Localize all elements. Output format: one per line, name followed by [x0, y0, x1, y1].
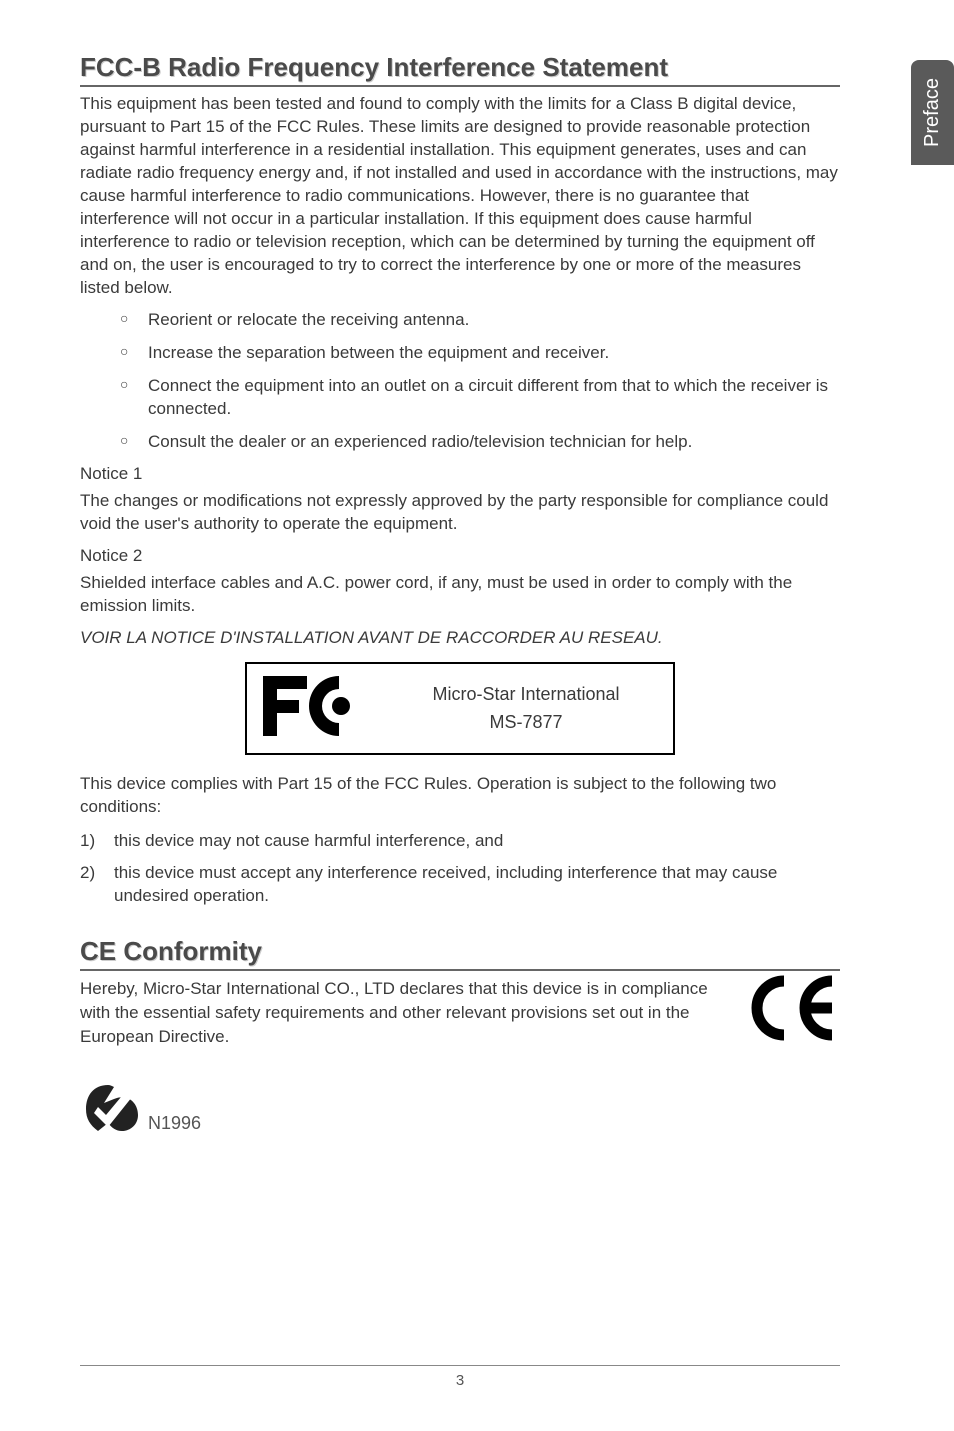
- n1996-label: N1996: [148, 1113, 201, 1140]
- fcc-intro-paragraph: This equipment has been tested and found…: [80, 93, 840, 299]
- page-content: FCC-B Radio Frequency Interference State…: [80, 52, 840, 1140]
- list-item: Connect the equipment into an outlet on …: [120, 375, 840, 421]
- heading-fcc: FCC-B Radio Frequency Interference State…: [80, 52, 840, 87]
- fc-logo-icon: [261, 670, 371, 747]
- fc-info-box: Micro-Star International MS-7877: [245, 662, 675, 755]
- part15-intro: This device complies with Part 15 of the…: [80, 773, 840, 819]
- french-notice: VOIR LA NOTICE D'INSTALLATION AVANT DE R…: [80, 628, 840, 648]
- fc-box-line1: Micro-Star International: [393, 680, 659, 709]
- ce-text: Hereby, Micro-Star International CO., LT…: [80, 977, 728, 1048]
- notice-2-text: Shielded interface cables and A.C. power…: [80, 572, 840, 618]
- item-number: 2): [80, 861, 114, 909]
- list-item: 2) this device must accept any interfere…: [80, 861, 840, 909]
- notice-2-label: Notice 2: [80, 546, 840, 566]
- heading-ce: CE Conformity: [80, 936, 840, 971]
- item-text: this device must accept any interference…: [114, 861, 840, 909]
- conditions-list: 1) this device may not cause harmful int…: [80, 829, 840, 908]
- list-item: Increase the separation between the equi…: [120, 342, 840, 365]
- page-footer: 3: [80, 1365, 840, 1389]
- fc-box-text: Micro-Star International MS-7877: [393, 680, 659, 738]
- ce-mark-icon: [744, 973, 840, 1048]
- list-item: Reorient or relocate the receiving anten…: [120, 309, 840, 332]
- ce-row: Hereby, Micro-Star International CO., LT…: [80, 977, 840, 1048]
- item-text: this device may not cause harmful interf…: [114, 829, 503, 853]
- side-tab-preface: Preface: [911, 60, 954, 165]
- list-item: 1) this device may not cause harmful int…: [80, 829, 840, 853]
- fc-box-line2: MS-7877: [393, 708, 659, 737]
- measures-list: Reorient or relocate the receiving anten…: [120, 309, 840, 454]
- n1996-block: N1996: [80, 1075, 840, 1140]
- notice-1-label: Notice 1: [80, 464, 840, 484]
- tick-icon: [80, 1075, 144, 1140]
- list-item: Consult the dealer or an experienced rad…: [120, 431, 840, 454]
- item-number: 1): [80, 829, 114, 853]
- page-number: 3: [456, 1372, 464, 1389]
- notice-1-text: The changes or modifications not express…: [80, 490, 840, 536]
